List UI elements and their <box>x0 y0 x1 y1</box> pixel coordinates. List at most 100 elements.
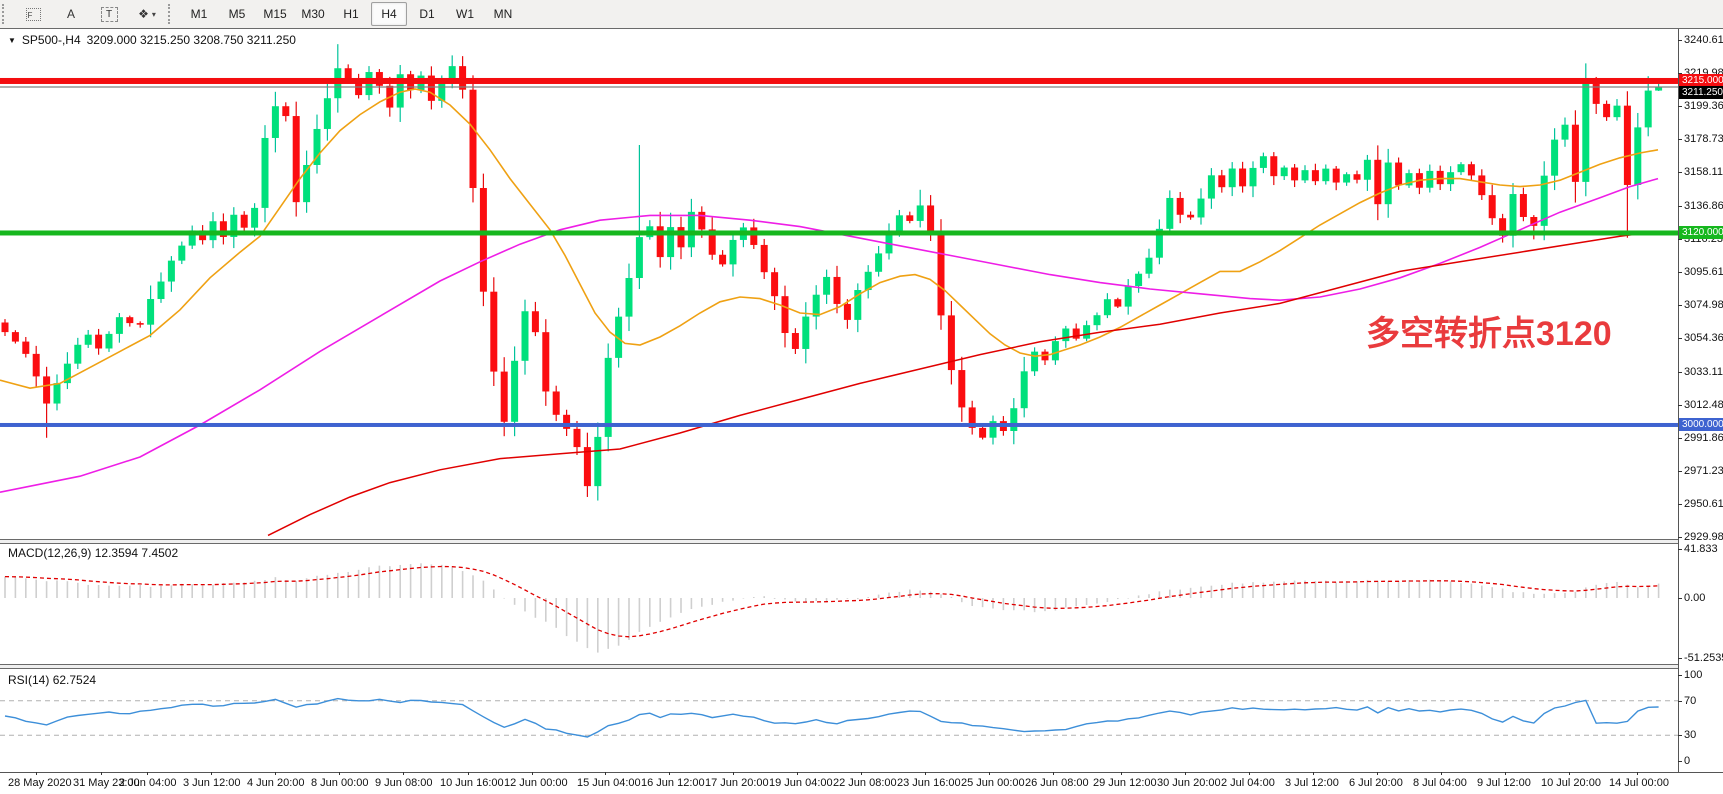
macd-bar <box>555 598 557 628</box>
macd-bar <box>857 598 859 600</box>
macd-bar <box>607 598 609 649</box>
chart-header[interactable]: ▼ SP500-,H4 3209.000 3215.250 3208.750 3… <box>8 33 296 47</box>
macd-bar <box>1439 580 1441 598</box>
axis-tick <box>1678 700 1682 702</box>
timeframe-button-m5[interactable]: M5 <box>228 7 246 21</box>
macd-bar <box>274 577 277 598</box>
timeframe-button-h4[interactable]: H4 <box>371 2 407 26</box>
time-axis-tick <box>925 772 926 775</box>
panel-separator[interactable] <box>0 664 1678 669</box>
time-axis-label: 12 Jun 00:00 <box>504 777 568 789</box>
timeframe-button-m30[interactable]: M30 <box>301 7 325 21</box>
macd-bar <box>513 598 516 605</box>
axis-tick <box>1678 239 1682 240</box>
text-label-icon: A <box>66 7 75 21</box>
time-axis-tick <box>211 772 212 775</box>
time-axis-label: 2 Jun 04:00 <box>119 777 177 789</box>
text-box-icon: T <box>100 6 118 22</box>
macd-bar <box>711 598 713 605</box>
macd-bar <box>763 596 765 598</box>
macd-bar <box>1345 581 1348 598</box>
chevron-down-icon: ▼ <box>8 35 16 45</box>
macd-bar <box>1460 583 1462 598</box>
macd-bar <box>1543 593 1545 598</box>
axis-price-label: 3012.485 <box>1684 399 1723 411</box>
arrow-tools-button[interactable]: ❖ ▾ <box>129 2 165 26</box>
ohlc-values: 3209.000 3215.250 3208.750 3211.250 <box>86 33 296 47</box>
macd-bar <box>1626 584 1629 598</box>
macd-bar <box>1512 592 1514 598</box>
macd-bar <box>1429 579 1431 598</box>
timeframe-button-w1[interactable]: W1 <box>456 7 474 21</box>
macd-bar <box>950 596 953 598</box>
price-chart-canvas[interactable] <box>0 0 1678 772</box>
time-axis-tick <box>1441 772 1442 775</box>
ma-slow-line <box>267 230 1659 537</box>
selection-tool-button[interactable]: F <box>15 2 51 26</box>
axis-tick <box>1678 504 1682 505</box>
time-axis-label: 2 Jul 04:00 <box>1221 777 1275 789</box>
time-axis-tick <box>1121 772 1122 775</box>
macd-bar <box>1501 588 1504 598</box>
timeframe-button-m15[interactable]: M15 <box>263 7 287 21</box>
macd-bar <box>1065 598 1067 608</box>
macd-bar <box>805 598 807 602</box>
macd-bar <box>1522 592 1525 598</box>
time-axis-label: 4 Jun 20:00 <box>247 777 305 789</box>
timeframe-button-mn[interactable]: MN <box>493 7 513 21</box>
macd-bar <box>815 598 817 601</box>
macd-bar <box>1231 582 1233 598</box>
macd-bar <box>669 598 672 618</box>
level-badge-3120: 3120.000 <box>1679 225 1723 239</box>
chart-annotation-text: 多空转折点3120 <box>1366 315 1612 353</box>
time-axis-tick <box>532 772 533 775</box>
text-box-tool-button[interactable]: T <box>91 2 127 26</box>
time-axis-label: 9 Jun 08:00 <box>375 777 433 789</box>
macd-bar <box>1616 581 1618 598</box>
macd-bar <box>14 577 17 598</box>
text-label-tool-button[interactable]: A <box>53 2 89 26</box>
macd-bar <box>1283 581 1285 598</box>
arrow-tools-icon: ❖ <box>138 7 149 21</box>
axis-tick <box>1678 139 1682 140</box>
macd-bar <box>753 597 755 598</box>
axis-price-label: 2950.610 <box>1684 498 1723 510</box>
macd-bar <box>399 564 401 598</box>
macd-bar <box>482 580 485 598</box>
macd-bar <box>108 585 110 598</box>
macd-bar <box>56 580 58 598</box>
time-axis-tick <box>1313 772 1314 775</box>
macd-bar <box>1241 583 1244 598</box>
rsi-label: RSI(14) 62.7524 <box>8 673 97 687</box>
toolbar-grip[interactable] <box>168 4 177 24</box>
panel-separator[interactable] <box>0 539 1678 544</box>
macd-bar <box>1137 595 1140 598</box>
timeframe-button-h1[interactable]: H1 <box>343 7 359 21</box>
time-axis-label: 8 Jun 00:00 <box>311 777 369 789</box>
macd-bar <box>919 590 921 598</box>
macd-bar <box>1096 598 1098 604</box>
macd-bar <box>1179 589 1181 598</box>
timeframe-button-d1[interactable]: D1 <box>419 7 435 21</box>
macd-bar <box>316 575 318 598</box>
time-axis-label: 29 Jun 12:00 <box>1093 777 1157 789</box>
macd-bar <box>233 582 235 598</box>
toolbar-grip[interactable] <box>2 4 11 24</box>
macd-bar <box>1657 583 1660 598</box>
macd-bar <box>649 598 651 627</box>
macd-bar <box>1418 581 1421 598</box>
timeframe-button-m1[interactable]: M1 <box>190 7 208 21</box>
macd-bar <box>503 597 505 599</box>
macd-bar <box>1585 587 1587 598</box>
time-axis-tick <box>1185 772 1186 775</box>
rsi-axis-label: 30 <box>1684 729 1697 742</box>
macd-bar <box>846 598 849 599</box>
time-axis-tick <box>275 772 276 775</box>
macd-bar <box>409 564 412 598</box>
axis-tick <box>1678 172 1682 173</box>
axis-tick <box>1678 598 1682 599</box>
macd-bar <box>201 584 204 598</box>
macd-bar <box>87 584 89 598</box>
macd-bar <box>981 598 984 608</box>
axis-tick <box>1678 675 1682 676</box>
